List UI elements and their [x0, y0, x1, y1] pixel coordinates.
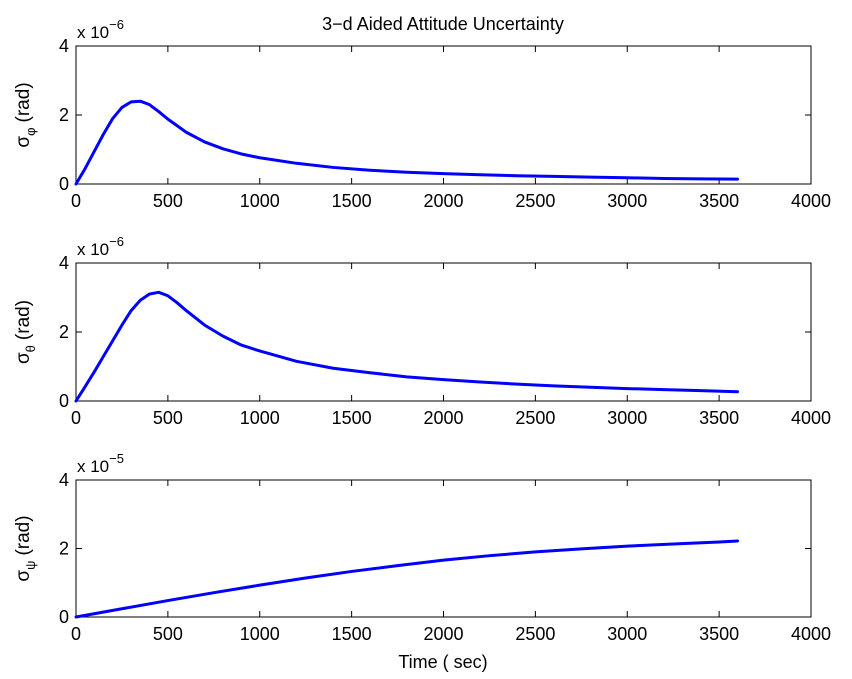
x-tick-label: 2500	[515, 408, 555, 428]
x-tick-label: 3000	[607, 624, 647, 644]
y-exponent-label: x 10−6	[77, 17, 124, 42]
x-tick-label: 3000	[607, 408, 647, 428]
x-tick-label: 2000	[423, 191, 463, 211]
x-tick-label: 1000	[240, 624, 280, 644]
subplot-3: 0 500 1000 1500 2000 2500 3000 3500 4000 0 2 4 x 10−…	[13, 451, 831, 644]
x-tick-label: 4000	[791, 624, 831, 644]
series-line	[74, 290, 739, 403]
x-tick-label: 2500	[515, 624, 555, 644]
x-tick-label: 3500	[699, 408, 739, 428]
y-tick-label: 2	[59, 322, 69, 342]
x-tick-label: 1000	[240, 408, 280, 428]
x-tick-label: 1500	[332, 624, 372, 644]
x-axis-label: Time ( sec)	[398, 652, 487, 672]
x-tick-label: 2000	[423, 408, 463, 428]
y-axis-label: σψ(rad)	[13, 515, 38, 581]
x-tick-label: 1000	[240, 191, 280, 211]
y-axis-label: σφ(rad)	[13, 82, 38, 147]
chart-title: 3−d Aided Attitude Uncertainty	[322, 14, 564, 34]
x-tick-label: 3500	[699, 624, 739, 644]
x-tick-label: 500	[153, 624, 183, 644]
series-line	[74, 539, 739, 619]
x-tick-label: 3500	[699, 191, 739, 211]
y-axis-label: σθ(rad)	[13, 300, 38, 364]
x-tick-label: 500	[153, 408, 183, 428]
subplot-1: 0 500 1000 1500 2000 2500 3000 3500 4000 0 2 4 x 10−…	[13, 17, 831, 211]
x-tick-label: 0	[71, 191, 81, 211]
y-tick-label: 2	[59, 105, 69, 125]
y-tick-label: 4	[59, 470, 69, 490]
x-tick-label: 1500	[332, 191, 372, 211]
x-tick-label: 2000	[423, 624, 463, 644]
y-exponent-label: x 10−6	[77, 234, 124, 259]
y-tick-label: 0	[59, 607, 69, 627]
x-tick-label: 500	[153, 191, 183, 211]
y-exponent-label: x 10−5	[77, 451, 124, 476]
series-line	[74, 99, 739, 186]
plot-area	[75, 45, 812, 185]
x-tick-label: 4000	[791, 408, 831, 428]
x-tick-label: 0	[71, 408, 81, 428]
x-tick-label: 0	[71, 624, 81, 644]
y-tick-label: 2	[59, 539, 69, 559]
y-tick-label: 4	[59, 36, 69, 56]
y-tick-label: 0	[59, 174, 69, 194]
x-tick-label: 2500	[515, 191, 555, 211]
y-tick-label: 4	[59, 253, 69, 273]
x-tick-label: 3000	[607, 191, 647, 211]
y-tick-label: 0	[59, 391, 69, 411]
x-tick-label: 1500	[332, 408, 372, 428]
x-tick-label: 4000	[791, 191, 831, 211]
subplot-2: 0 500 1000 1500 2000 2500 3000 3500 4000 0 2 4 x 10−…	[13, 234, 831, 428]
